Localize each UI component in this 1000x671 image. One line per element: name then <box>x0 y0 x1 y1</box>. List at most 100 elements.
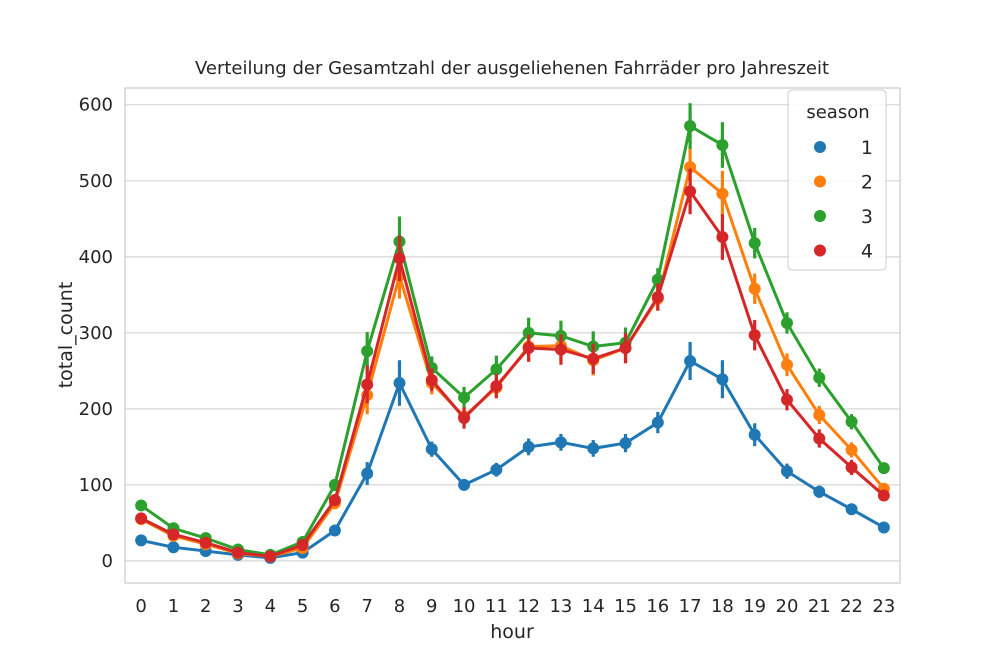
x-tick-label: 15 <box>614 596 637 617</box>
x-tick-label: 20 <box>776 596 799 617</box>
legend-label: 4 <box>861 241 873 263</box>
data-point <box>135 499 148 512</box>
legend-marker <box>814 244 826 257</box>
series-line <box>140 188 885 558</box>
x-tick-label: 4 <box>265 596 276 617</box>
x-tick-label: 0 <box>135 596 146 617</box>
chart-title: Verteilung der Gesamtzahl der ausgeliehe… <box>195 58 829 79</box>
data-point <box>813 432 826 445</box>
data-point <box>232 546 245 559</box>
series-line <box>140 164 886 558</box>
y-tick-label: 0 <box>102 551 113 572</box>
data-point <box>716 187 729 200</box>
data-point <box>684 354 697 367</box>
series-1 <box>135 341 890 564</box>
x-tick-label: 8 <box>394 596 405 617</box>
data-point <box>361 467 374 480</box>
series-line <box>140 123 886 557</box>
data-point <box>716 139 729 152</box>
y-tick-label: 100 <box>79 475 113 496</box>
data-point <box>813 371 826 384</box>
data-point <box>748 282 761 295</box>
x-tick-label: 10 <box>453 596 476 617</box>
data-point <box>813 408 826 421</box>
y-tick-label: 200 <box>79 399 113 420</box>
data-point <box>716 231 729 244</box>
data-point <box>554 343 567 356</box>
data-point <box>393 377 406 390</box>
y-tick-label: 300 <box>79 323 113 344</box>
legend-label: 2 <box>861 172 873 194</box>
x-tick-label: 5 <box>297 596 308 617</box>
data-point <box>361 345 374 358</box>
x-tick-label: 19 <box>743 596 766 617</box>
data-point <box>845 503 858 516</box>
legend-title: season <box>806 102 869 123</box>
series-4 <box>135 168 890 563</box>
data-point <box>199 536 212 549</box>
data-point <box>490 463 503 476</box>
data-point <box>748 329 761 342</box>
data-point <box>587 442 600 455</box>
data-point <box>522 342 535 355</box>
data-point <box>845 415 858 428</box>
data-point <box>780 393 793 406</box>
data-point <box>684 185 697 198</box>
data-point <box>135 512 148 525</box>
x-tick-label: 7 <box>361 596 372 617</box>
data-point <box>877 462 890 475</box>
data-point <box>328 524 341 537</box>
data-point <box>684 120 697 133</box>
data-point <box>458 412 471 424</box>
legend-label: 1 <box>861 137 873 159</box>
data-point <box>425 373 438 386</box>
series-line <box>140 358 885 560</box>
y-tick-labels: 0 100 200 300 400 500 600 <box>79 95 113 572</box>
x-tick-label: 14 <box>582 596 605 617</box>
data-point <box>490 380 503 393</box>
legend-marker <box>814 175 826 188</box>
x-tick-label: 6 <box>329 596 340 617</box>
data-point <box>328 494 341 507</box>
data-point <box>684 161 697 174</box>
x-tick-label: 2 <box>200 596 211 617</box>
x-tick-label: 13 <box>549 596 572 617</box>
y-axis-label: total_count <box>55 282 77 389</box>
x-tick-label: 22 <box>840 596 863 617</box>
data-point <box>490 363 503 376</box>
data-point <box>393 252 406 265</box>
x-tick-label: 16 <box>646 596 669 617</box>
x-tick-label: 18 <box>711 596 734 617</box>
plot-frame <box>124 87 901 584</box>
series-3 <box>135 103 890 561</box>
x-tick-label: 12 <box>517 596 540 617</box>
data-point <box>780 465 793 478</box>
y-tick-label: 500 <box>79 171 113 192</box>
x-tick-label: 3 <box>232 596 243 617</box>
data-point <box>780 358 793 371</box>
y-tick-label: 400 <box>79 247 113 268</box>
data-point <box>522 326 535 339</box>
x-tick-label: 17 <box>679 596 702 617</box>
data-point <box>522 440 535 453</box>
data-point <box>845 443 858 456</box>
grid <box>125 104 900 562</box>
x-tick-label: 11 <box>485 596 508 617</box>
data-point <box>877 489 890 502</box>
data-point <box>361 378 374 391</box>
x-tick-labels: 0 1 2 3 4 5 6 7 8 9 10 11 12 13 14 15 16 17 18 19 20 21 22 23 <box>135 596 895 617</box>
data-point <box>619 437 632 450</box>
x-tick-label: 23 <box>872 596 895 617</box>
series-group <box>135 103 890 564</box>
data-point <box>877 521 890 534</box>
legend: season 1 2 3 4 <box>787 89 887 271</box>
data-point <box>167 528 180 541</box>
data-point <box>458 478 471 491</box>
data-point <box>651 291 664 304</box>
data-point <box>554 436 567 449</box>
data-point <box>135 534 148 547</box>
data-point <box>587 352 600 365</box>
y-tick-label: 600 <box>79 95 113 116</box>
legend-box <box>787 89 887 271</box>
